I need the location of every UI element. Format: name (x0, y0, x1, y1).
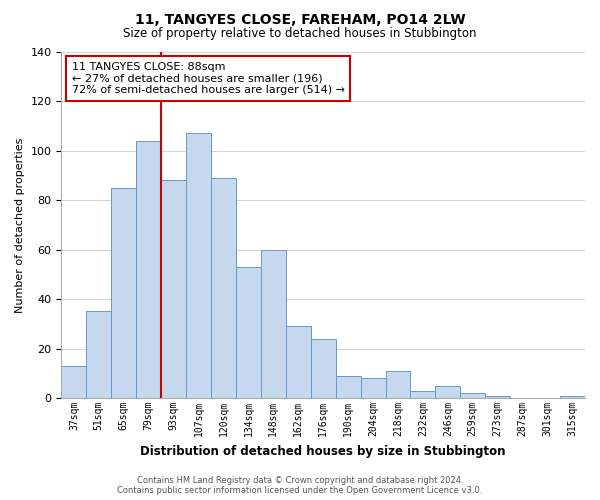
Text: 11 TANGYES CLOSE: 88sqm
← 27% of detached houses are smaller (196)
72% of semi-d: 11 TANGYES CLOSE: 88sqm ← 27% of detache… (72, 62, 345, 95)
Bar (61, 366, 86, 398)
X-axis label: Distribution of detached houses by size in Stubbington: Distribution of detached houses by size … (140, 444, 506, 458)
Text: Contains HM Land Registry data © Crown copyright and database right 2024.
Contai: Contains HM Land Registry data © Crown c… (118, 476, 482, 495)
Bar (335, 376, 361, 398)
Bar (136, 140, 161, 398)
Bar (111, 188, 136, 398)
Bar (436, 386, 460, 398)
Bar (460, 393, 485, 398)
Bar (186, 133, 211, 398)
Bar (386, 371, 410, 398)
Bar (311, 338, 335, 398)
Bar (410, 390, 436, 398)
Bar (261, 250, 286, 398)
Bar (485, 396, 510, 398)
Bar (286, 326, 311, 398)
Bar (211, 178, 236, 398)
Bar (236, 267, 261, 398)
Bar (161, 180, 186, 398)
Bar (361, 378, 386, 398)
Bar (86, 312, 111, 398)
Text: 11, TANGYES CLOSE, FAREHAM, PO14 2LW: 11, TANGYES CLOSE, FAREHAM, PO14 2LW (134, 12, 466, 26)
Bar (560, 396, 585, 398)
Y-axis label: Number of detached properties: Number of detached properties (15, 137, 25, 312)
Text: Size of property relative to detached houses in Stubbington: Size of property relative to detached ho… (123, 28, 477, 40)
